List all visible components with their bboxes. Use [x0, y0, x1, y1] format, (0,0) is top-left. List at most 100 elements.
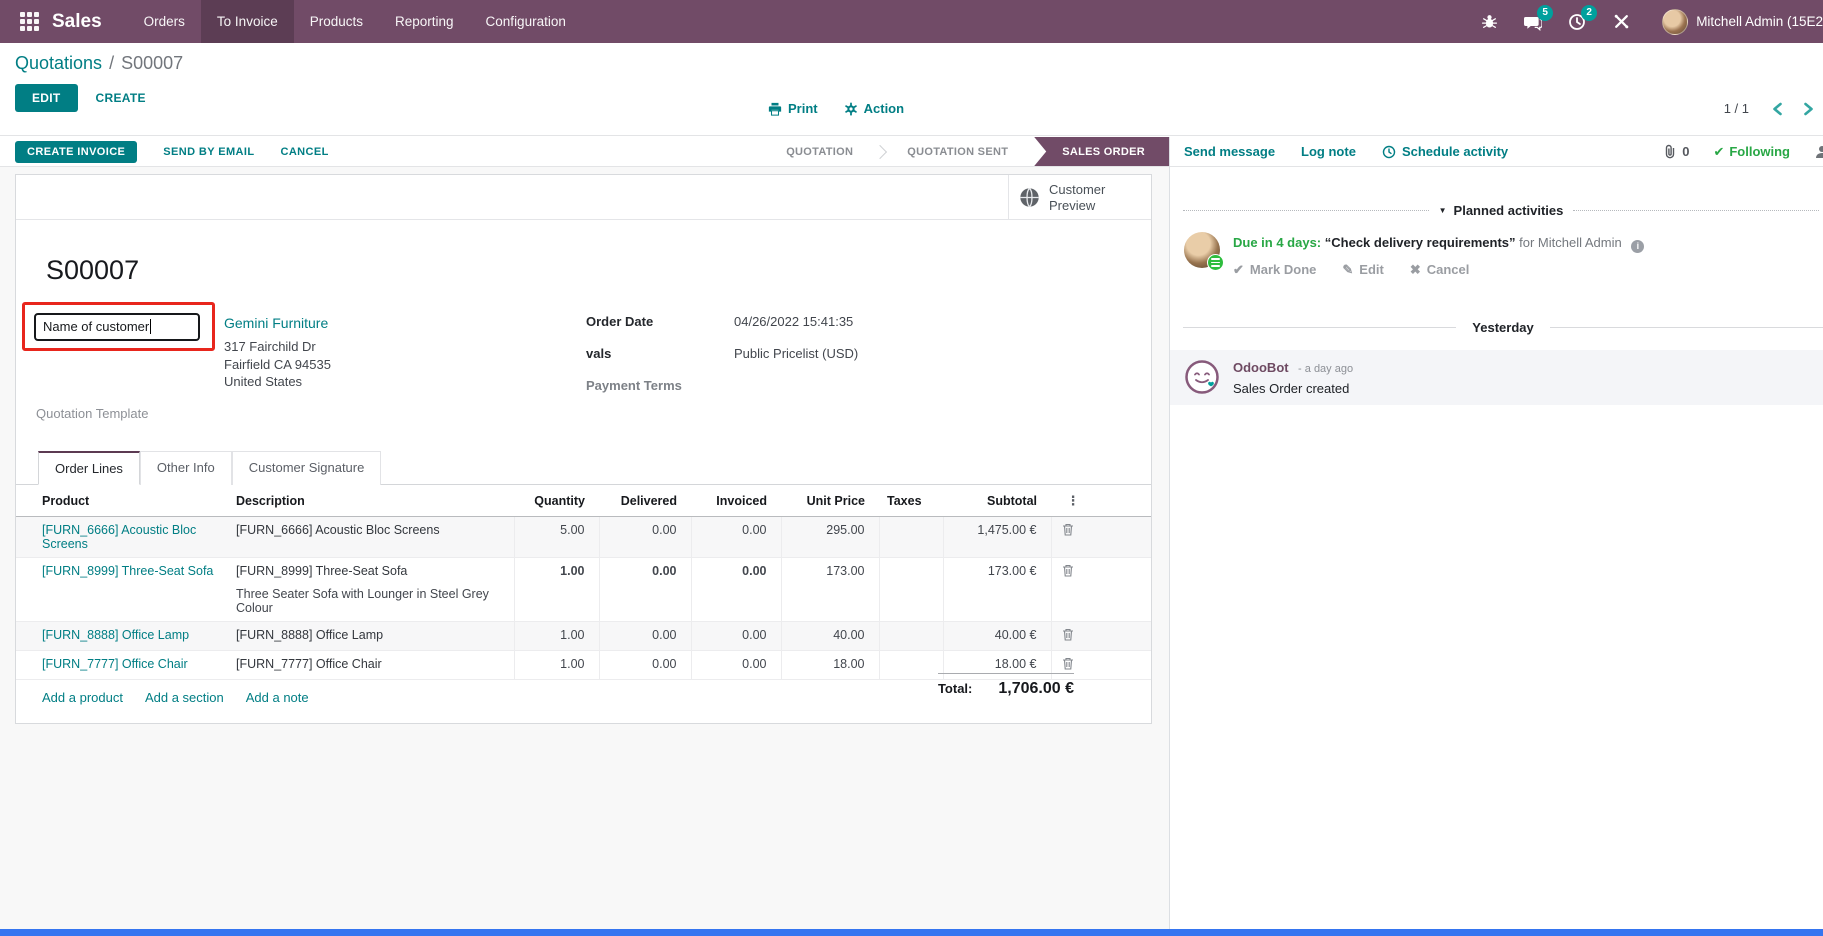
line-quantity: 1.00 [513, 621, 599, 651]
info-icon[interactable]: i [1631, 239, 1645, 253]
activity-assignee: for Mitchell Admin [1519, 235, 1622, 250]
line-invoiced: 0.00 [690, 516, 781, 558]
cancel-button[interactable]: CANCEL [280, 145, 329, 158]
control-panel: Quotations / S00007 EDIT CREATE Print Ac… [0, 43, 1823, 136]
line-unit-price: 173.00 [780, 557, 879, 622]
menu-to-invoice[interactable]: To Invoice [200, 0, 294, 43]
table-row[interactable]: [FURN_6666] Acoustic Bloc Screens [FURN_… [16, 516, 1151, 558]
caret-down-icon: ▼ [1438, 206, 1447, 215]
edit-activity-button[interactable]: ✎ Edit [1342, 261, 1384, 278]
header-unit-price[interactable]: Unit Price [781, 486, 879, 517]
order-date-value[interactable]: 04/26/2022 15:41:35 [734, 314, 854, 329]
print-button[interactable]: Print [768, 101, 818, 116]
header-invoiced[interactable]: Invoiced [691, 486, 781, 517]
log-note-button[interactable]: Log note [1301, 144, 1356, 159]
pager-value: 1 / 1 [1723, 101, 1749, 116]
customer-input[interactable]: Name of customer [34, 312, 200, 341]
tab-customer-signature[interactable]: Customer Signature [231, 451, 382, 485]
mark-done-button[interactable]: ✔ Mark Done [1233, 261, 1317, 278]
app-brand[interactable]: Sales [52, 10, 102, 32]
status-steps: QUOTATION QUOTATION SENT SALES ORDER [766, 137, 1169, 166]
schedule-activity-button[interactable]: Schedule activity [1382, 144, 1508, 159]
followers-icon[interactable] [1814, 144, 1823, 160]
header-quantity[interactable]: Quantity [514, 486, 599, 517]
create-invoice-button[interactable]: CREATE INVOICE [15, 140, 138, 163]
attachments-button[interactable]: 0 [1663, 144, 1689, 159]
status-quotation-sent[interactable]: QUOTATION SENT [907, 145, 1009, 158]
tools-icon[interactable] [1610, 11, 1632, 33]
partner-link[interactable]: Gemini Furniture [224, 315, 329, 331]
header-product[interactable]: Product [16, 486, 228, 517]
order-date-label: Order Date [586, 314, 654, 329]
menu-products[interactable]: Products [309, 14, 363, 29]
header-delivered[interactable]: Delivered [599, 486, 691, 517]
line-delivered: 0.00 [598, 557, 691, 622]
line-quantity: 1.00 [513, 650, 599, 680]
line-taxes [878, 621, 943, 651]
product-link[interactable]: [FURN_8999] Three-Seat Sofa [42, 564, 214, 578]
menu-reporting[interactable]: Reporting [395, 14, 454, 29]
quotation-template-label[interactable]: Quotation Template [36, 406, 149, 421]
debug-bug-icon[interactable] [1478, 11, 1500, 33]
menu-orders[interactable]: Orders [143, 14, 185, 29]
status-quotation[interactable]: QUOTATION [786, 145, 854, 158]
table-row[interactable]: [FURN_8999] Three-Seat Sofa [FURN_8999] … [16, 557, 1151, 622]
edit-button[interactable]: EDIT [15, 84, 78, 112]
apps-grid-icon[interactable] [12, 0, 46, 43]
partner-address: Gemini Furniture 317 Fairchild Dr Fairfi… [224, 315, 331, 391]
delete-line-icon[interactable] [1062, 523, 1074, 539]
cancel-activity-button[interactable]: ✖ Cancel [1409, 261, 1470, 278]
line-subtotal: 40.00 € [942, 621, 1051, 651]
order-reference: S00007 [46, 255, 140, 285]
message-author[interactable]: OdooBot [1233, 359, 1289, 375]
check-icon: ✔ [1233, 261, 1244, 277]
add-a-product-link[interactable]: Add a product [42, 690, 123, 705]
send-message-button[interactable]: Send message [1184, 144, 1276, 159]
line-quantity: 5.00 [513, 516, 599, 558]
tab-order-lines[interactable]: Order Lines [38, 451, 140, 485]
tab-other-info[interactable]: Other Info [139, 451, 232, 485]
breadcrumb-quotations[interactable]: Quotations [15, 53, 103, 73]
line-quantity: 1.00 [513, 557, 599, 622]
header-subtotal[interactable]: Subtotal [943, 486, 1051, 517]
delete-line-icon[interactable] [1062, 628, 1074, 644]
header-taxes[interactable]: Taxes [879, 486, 943, 517]
table-row[interactable]: [FURN_7777] Office Chair [FURN_7777] Off… [16, 650, 1151, 680]
send-by-email-button[interactable]: SEND BY EMAIL [163, 145, 255, 158]
odoobot-avatar [1184, 359, 1220, 395]
table-header-row: Product Description Quantity Delivered I… [16, 486, 1151, 517]
activities-clock-icon[interactable]: 2 [1566, 4, 1598, 33]
create-button[interactable]: CREATE [95, 91, 146, 105]
following-button[interactable]: ✔ Following [1713, 143, 1790, 160]
add-a-section-link[interactable]: Add a section [144, 690, 224, 705]
pager-next-icon[interactable] [1802, 102, 1815, 116]
dotted-divider [1183, 210, 1429, 211]
status-sales-order[interactable]: SALES ORDER [1034, 137, 1169, 166]
user-menu[interactable]: Mitchell Admin (15E2 [1654, 8, 1823, 35]
line-taxes [878, 650, 943, 680]
messages-icon[interactable]: 5 [1522, 4, 1554, 33]
chevron-right-icon [873, 144, 888, 159]
product-link[interactable]: [FURN_7777] Office Chair [42, 657, 188, 671]
clock-icon [1382, 145, 1396, 158]
pager-previous-icon[interactable] [1771, 102, 1784, 116]
customer-preview-button[interactable]: Customer Preview [1008, 175, 1151, 220]
add-a-note-link[interactable]: Add a note [245, 690, 309, 705]
printer-icon [768, 102, 782, 116]
header-description[interactable]: Description [228, 486, 514, 517]
payment-terms-label: Payment Terms [586, 378, 682, 393]
menu-configuration[interactable]: Configuration [485, 14, 566, 29]
gear-icon [844, 101, 857, 116]
action-button[interactable]: Action [844, 101, 904, 116]
product-link[interactable]: [FURN_8888] Office Lamp [42, 628, 190, 642]
optional-columns-icon[interactable]: ⋮ [1066, 493, 1080, 508]
cross-icon: ✖ [1409, 261, 1421, 277]
table-row[interactable]: [FURN_8888] Office Lamp [FURN_8888] Offi… [16, 621, 1151, 651]
pricelist-value[interactable]: Public Pricelist (USD) [734, 346, 859, 361]
delete-line-icon[interactable] [1062, 657, 1074, 673]
planned-activities-header[interactable]: ▼ Planned activities [1170, 203, 1823, 218]
delete-line-icon[interactable] [1062, 564, 1074, 580]
product-link[interactable]: [FURN_6666] Acoustic Bloc Screens [42, 523, 197, 551]
line-unit-price: 18.00 [780, 650, 879, 680]
line-unit-price: 295.00 [780, 516, 879, 558]
